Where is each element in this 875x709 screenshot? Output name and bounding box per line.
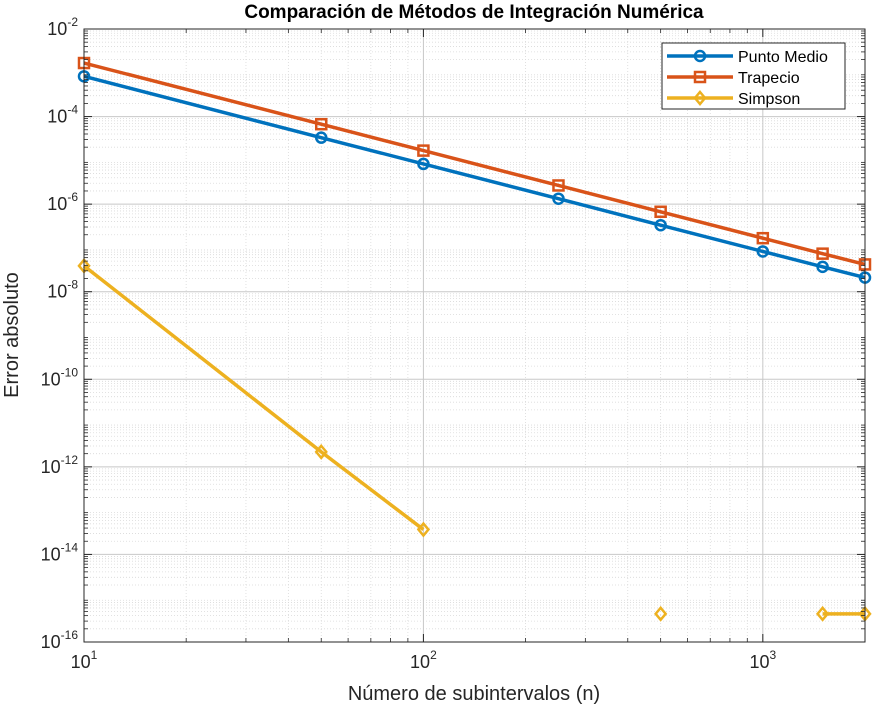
data-point-punto-medio (756, 245, 770, 258)
data-point-trapecio (756, 231, 770, 245)
data-point-trapecio (816, 247, 829, 260)
y-axis-label: Error absoluto (1, 272, 23, 398)
x-tick-label: 103 (749, 648, 776, 672)
chart-title: Comparación de Métodos de Integración Nu… (244, 2, 704, 23)
data-point-simpson (314, 443, 328, 460)
data-point-trapecio (654, 205, 667, 219)
data-point-trapecio (314, 117, 328, 131)
legend-marker-punto-medio (693, 49, 707, 63)
minor-grid (84, 29, 865, 642)
series-line-punto-medio (83, 74, 866, 280)
legend-marker-simpson (693, 90, 707, 106)
data-point-punto-medio (816, 260, 829, 274)
data-point-punto-medio (654, 218, 667, 232)
x-axis-label: Número de subintervalos (n) (348, 683, 600, 705)
data-point-simpson (815, 605, 830, 622)
legend-marker-trapecio (693, 70, 707, 84)
data-point-simpson (416, 521, 431, 538)
y-tick-label: 10-2 (47, 15, 78, 39)
legend: Punto Medio Trapecio Simpson (661, 42, 846, 110)
legend-item-punto-medio: Punto Medio (667, 49, 828, 66)
data-point-trapecio (552, 179, 565, 192)
x-tick-label: 102 (410, 648, 437, 672)
data-point-punto-medio (314, 131, 328, 144)
data-point-punto-medio (552, 192, 565, 205)
data-point-punto-medio (417, 157, 430, 171)
plot-frame (83, 28, 866, 643)
legend-label-trapecio: Trapecio (738, 70, 800, 87)
y-tick-label: 10-8 (47, 278, 78, 302)
series-line-trapecio (83, 61, 866, 267)
y-tick-label: 10-12 (41, 453, 79, 477)
y-tick-label: 10-6 (47, 190, 78, 214)
legend-item-trapecio: Trapecio (667, 70, 800, 87)
tick-marks (83, 28, 865, 643)
y-tick-label: 10-16 (41, 628, 79, 652)
plot-area (84, 29, 865, 642)
y-tick-label: 10-4 (47, 103, 78, 127)
series-line-simpson (82, 264, 425, 531)
legend-label-simpson: Simpson (738, 91, 800, 108)
y-tick-label: 10-14 (41, 540, 79, 564)
legend-item-simpson: Simpson (667, 90, 800, 108)
data-point-simpson (654, 605, 668, 622)
x-tick-label: 101 (71, 648, 98, 672)
series-layer (77, 56, 872, 622)
y-tick-label: 10-10 (41, 365, 79, 389)
tick-labels: 101 102 103 10-16 10-14 10-12 10-10 10-8 10-6 10-… (41, 15, 777, 672)
data-point-trapecio (417, 144, 430, 157)
legend-entries: Punto Medio Trapecio Simpson (667, 49, 828, 108)
legend-label-punto-medio: Punto Medio (738, 49, 828, 66)
